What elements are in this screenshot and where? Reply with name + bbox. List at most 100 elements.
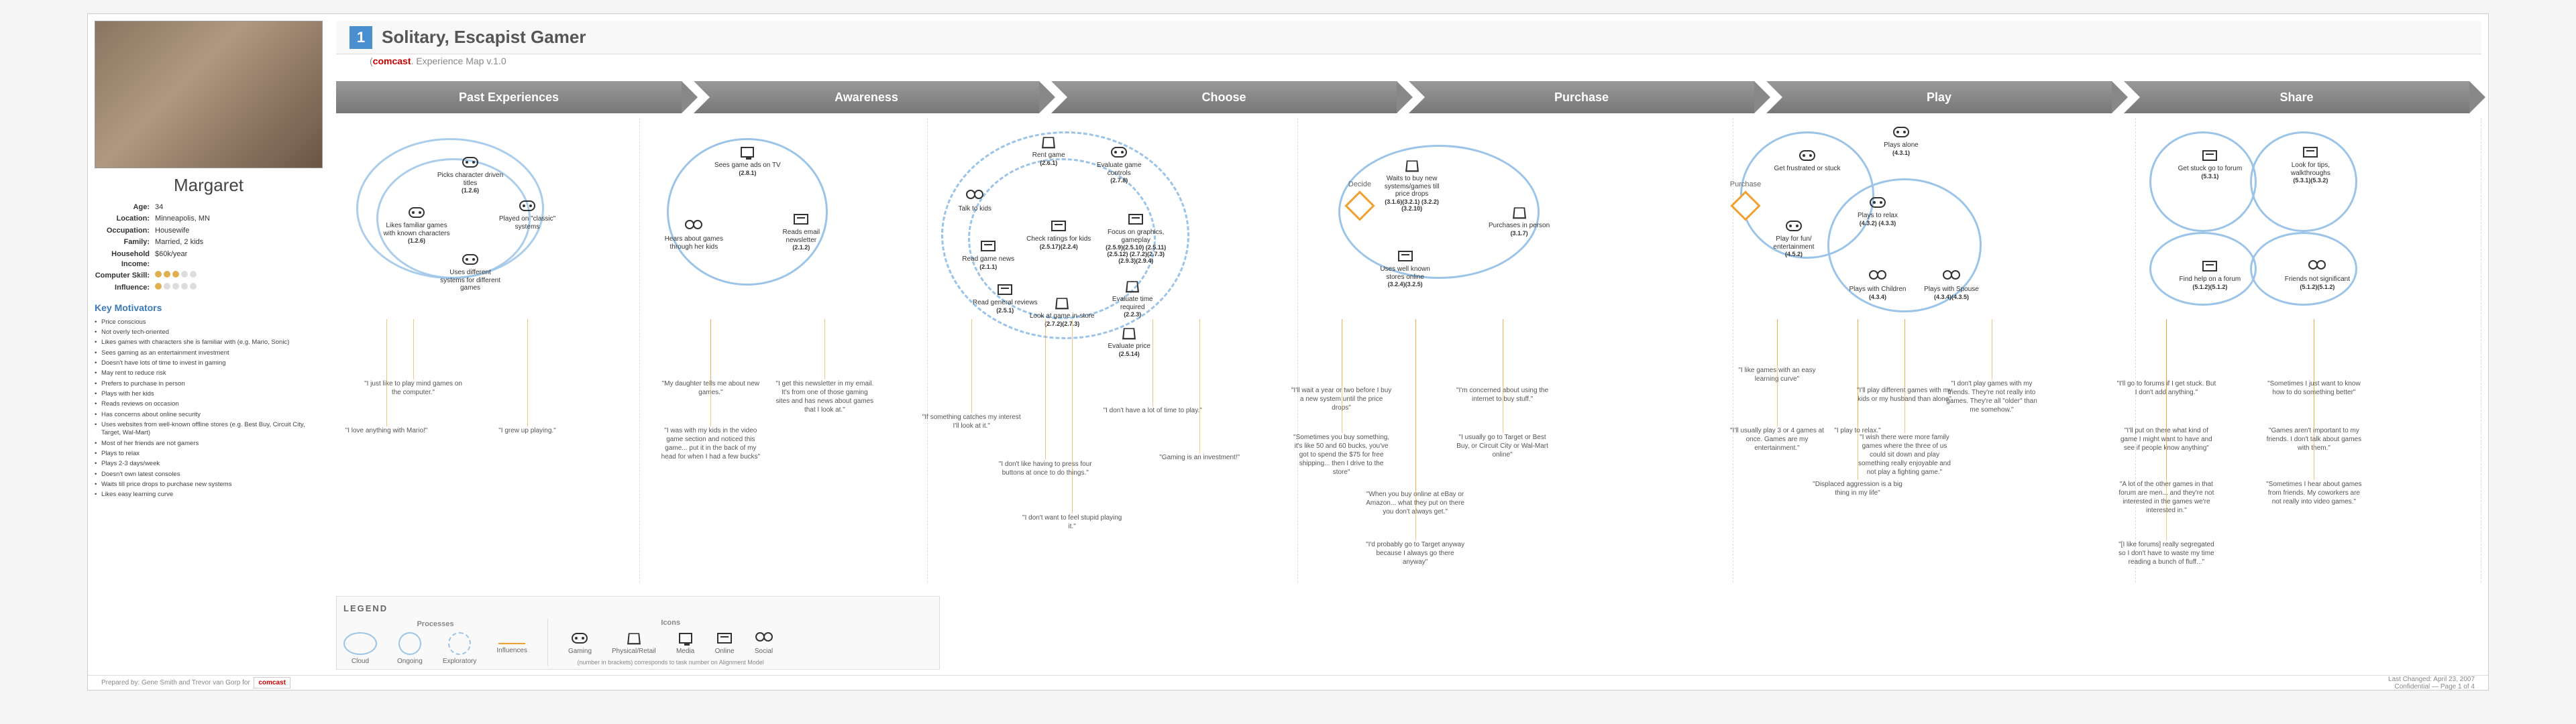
quote: "I'd probably go to Target anyway becaus… bbox=[1365, 540, 1466, 566]
journey-node: Get stuck go to forum(5.3.1) bbox=[2176, 148, 2243, 180]
media-icon bbox=[738, 145, 757, 160]
legend-icon-item: Gaming bbox=[568, 631, 592, 655]
ongoing-circle bbox=[2149, 131, 2257, 232]
quote-connector bbox=[1152, 319, 1153, 406]
key-motivators: Key Motivators Price consciousNot overly… bbox=[95, 302, 323, 500]
quote: "I wish there were more family games whe… bbox=[1854, 433, 1955, 477]
quote: "[I like forums] really segregated so I … bbox=[2116, 540, 2216, 566]
quote: "Sometimes I hear about games from frien… bbox=[2263, 480, 2364, 506]
journey-node: Read game news(2.1.1) bbox=[955, 239, 1022, 270]
quote: "Sometimes you buy something, it's like … bbox=[1291, 433, 1392, 477]
game-icon bbox=[1892, 125, 1911, 139]
quote: "I don't want to feel stupid playing it.… bbox=[1022, 514, 1122, 531]
motivator-item: Plays with her kids bbox=[95, 389, 323, 399]
quote-connector bbox=[1045, 319, 1046, 460]
online-icon bbox=[1126, 212, 1145, 227]
motivator-item: Doesn't have lots of time to invest in g… bbox=[95, 358, 323, 368]
journey-node: Uses different systems for different gam… bbox=[437, 252, 504, 292]
journey-node: Get frustrated or stuck bbox=[1774, 148, 1841, 173]
stage-arrow: Awareness bbox=[694, 81, 1039, 113]
game-icon bbox=[1110, 145, 1128, 160]
online-icon bbox=[792, 212, 810, 227]
quote: "Gaming is an investment!" bbox=[1149, 453, 1250, 462]
journey-node: Waits to buy new systems/games till pric… bbox=[1379, 158, 1446, 212]
motivator-item: May rent to reduce risk bbox=[95, 369, 323, 379]
journey-node: Uses well known stores online(3.2.4)(3.2… bbox=[1372, 249, 1439, 288]
legend-icon-item: Social bbox=[755, 631, 773, 655]
persona-attr: Age:34 bbox=[95, 202, 323, 213]
quote-connector bbox=[413, 319, 414, 379]
legend-icon-item: Online bbox=[715, 631, 735, 655]
motivator-item: Has concerns about online security bbox=[95, 410, 323, 420]
social-icon bbox=[2308, 259, 2326, 274]
journey-node: Purchases in person(3.1.7) bbox=[1486, 205, 1553, 237]
motivator-item: Not overly tech-oriented bbox=[95, 327, 323, 337]
quote: "Displaced aggression is a big thing in … bbox=[1807, 480, 1908, 497]
game-icon bbox=[407, 205, 426, 220]
journey-node: Plays with Children(4.3.4) bbox=[1844, 269, 1911, 300]
motivator-item: Plays 2-3 days/week bbox=[95, 459, 323, 469]
quote: "If something catches my interest I'll l… bbox=[921, 413, 1022, 430]
decision-label: Decide bbox=[1340, 180, 1380, 188]
stage-arrow: Play bbox=[1766, 81, 2112, 113]
legend-icon-item: Physical/Retail bbox=[612, 631, 656, 655]
journey-node: Check ratings for kids(2.5.17)(2.2.4) bbox=[1025, 219, 1092, 250]
quote-connector bbox=[1904, 319, 1905, 433]
quote-connector bbox=[1415, 319, 1416, 540]
motivator-item: Likes easy learning curve bbox=[95, 490, 323, 500]
stage-arrow: Past Experiences bbox=[336, 81, 682, 113]
legend-proc-item: Cloud bbox=[343, 632, 377, 665]
stage-arrow: Share bbox=[2124, 81, 2469, 113]
lane-sh: Get stuck go to forum(5.3.1) Look for ti… bbox=[2136, 118, 2481, 583]
lane-pe: Picks character driven titles(1.2.6) Lik… bbox=[336, 118, 640, 583]
quote: "I don't play games with my friends. The… bbox=[1941, 379, 2042, 414]
game-icon bbox=[1868, 195, 1887, 210]
quote: "I don't have a lot of time to play." bbox=[1102, 406, 1203, 415]
retail-icon bbox=[1039, 135, 1058, 149]
quote-connector bbox=[1072, 319, 1073, 514]
game-icon bbox=[461, 252, 480, 267]
legend-proc-item: Ongoing bbox=[397, 632, 423, 665]
online-icon bbox=[2301, 145, 2320, 160]
online-icon bbox=[2200, 148, 2219, 163]
retail-icon bbox=[1510, 205, 1529, 220]
km-title: Key Motivators bbox=[95, 302, 323, 313]
quote-connector bbox=[1777, 319, 1778, 426]
journey-node: Look at game in-store(2.7.2)(2.7.3) bbox=[1028, 296, 1095, 327]
retail-icon bbox=[1123, 279, 1142, 294]
quote-connector bbox=[1199, 319, 1200, 453]
motivator-item: Most of her friends are not gamers bbox=[95, 438, 323, 448]
influence-dot bbox=[172, 283, 179, 290]
page: 1 Solitary, Escapist Gamer (comcast. Exp… bbox=[87, 13, 2489, 690]
legend-proc-item: Influences bbox=[496, 632, 527, 665]
journey-node: Sees game ads on TV(2.8.1) bbox=[714, 145, 781, 176]
journey-node: Evaluate game controls(2.7.8) bbox=[1085, 145, 1152, 184]
social-icon bbox=[684, 219, 703, 233]
influence-dot bbox=[181, 283, 188, 290]
journey-node: Likes familiar games with known characte… bbox=[383, 205, 450, 244]
journey-node: Reads email newsletter(2.1.2) bbox=[767, 212, 835, 251]
motivator-item: Waits till price drops to purchase new s… bbox=[95, 480, 323, 490]
quote-connector bbox=[824, 319, 825, 379]
stage-arrow: Purchase bbox=[1409, 81, 1754, 113]
persona-block: Margaret Age:34Location:Minneapolis, MNO… bbox=[95, 175, 323, 294]
header-title: Solitary, Escapist Gamer bbox=[382, 27, 586, 48]
header-number: 1 bbox=[350, 26, 372, 49]
online-icon bbox=[2200, 259, 2219, 274]
persona-photo bbox=[95, 21, 323, 168]
retail-icon bbox=[1120, 326, 1138, 341]
persona-attr: Household Income:$60k/year bbox=[95, 249, 323, 270]
skill-dot bbox=[190, 271, 197, 278]
quote: "I usually go to Target or Best Buy, or … bbox=[1452, 433, 1553, 459]
quote: "I love anything with Mario!" bbox=[336, 426, 437, 435]
motivator-item: Likes games with characters she is famil… bbox=[95, 338, 323, 348]
lane-ch: Rent game(2.6.1) Evaluate game controls(… bbox=[928, 118, 1297, 583]
journey-node: Friends not significant(5.1.2)(5.1.2) bbox=[2284, 259, 2351, 290]
quote-connector bbox=[2166, 319, 2167, 540]
journey-node: Plays alone(4.3.1) bbox=[1868, 125, 1935, 156]
header-subtitle: (comcast. Experience Map v.1.0 bbox=[370, 56, 506, 66]
lane-pl: Get frustrated or stuck Plays alone(4.3.… bbox=[1733, 118, 2136, 583]
journey-node: Focus on graphics, gameplay(2.5.9)(2.5.1… bbox=[1102, 212, 1169, 264]
online-icon bbox=[979, 239, 998, 253]
lane-aw: Sees game ads on TV(2.8.1) Hears about g… bbox=[640, 118, 928, 583]
